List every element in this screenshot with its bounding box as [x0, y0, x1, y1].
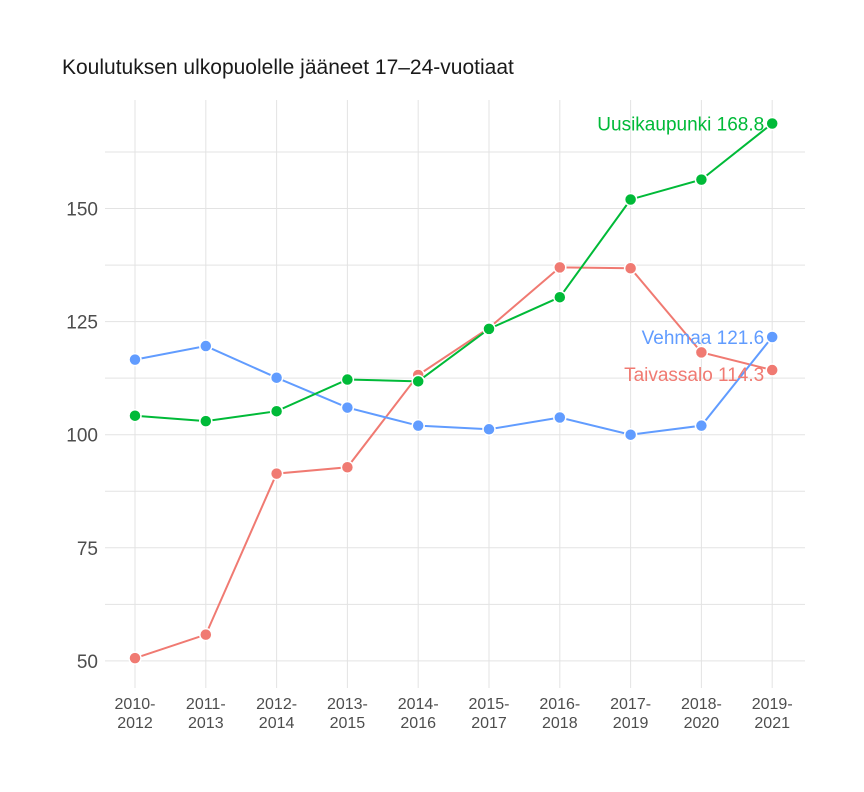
series-layer	[128, 116, 779, 665]
x-tick-label: 2012-2014	[256, 696, 297, 732]
end-labels: Taivassalo 114.3 Vehmaa 121.6 Uusikaupunki…	[597, 115, 764, 387]
point-taivassalo	[694, 345, 709, 360]
point-taivassalo	[765, 363, 779, 377]
chart-title: Koulutuksen ulkopuolelle jääneet 17–24-v…	[62, 56, 514, 79]
point-vehmaa	[482, 422, 496, 437]
series-line-vehmaa	[134, 336, 773, 436]
series-line-uusikaupunki	[134, 122, 773, 423]
point-taivassalo	[623, 261, 638, 276]
end-label-uusikaupunki: Uusikaupunki 168.8	[597, 115, 764, 136]
y-axis-ticks: 50 75 100 125 150	[66, 200, 98, 673]
x-tick-label: 2011-2013	[186, 696, 226, 732]
y-tick-label: 100	[66, 426, 98, 447]
point-vehmaa	[340, 400, 355, 415]
series-line-taivassalo	[134, 266, 773, 660]
x-axis-ticks: 2010-2012 2011-2013 2012-2014 2013-2015 2014…	[115, 696, 793, 732]
y-tick-label: 50	[77, 652, 98, 673]
x-tick-label: 2013-2015	[327, 696, 368, 732]
point-vehmaa	[553, 410, 567, 425]
x-tick-label: 2015-2017	[469, 696, 510, 732]
point-vehmaa	[694, 418, 709, 433]
y-tick-label: 75	[77, 539, 98, 560]
point-uusikaupunki	[340, 372, 355, 387]
point-uusikaupunki	[199, 414, 213, 428]
point-uusikaupunki	[128, 408, 142, 423]
y-tick-label: 125	[66, 313, 98, 334]
point-vehmaa	[269, 370, 284, 385]
x-tick-label: 2014-2016	[398, 696, 439, 732]
point-taivassalo	[269, 466, 284, 481]
point-uusikaupunki	[765, 116, 779, 131]
point-vehmaa	[128, 352, 142, 367]
end-label-vehmaa: Vehmaa 121.6	[642, 328, 765, 349]
point-vehmaa	[765, 330, 779, 344]
y-tick-label: 150	[66, 200, 98, 221]
x-tick-label: 2010-2012	[115, 696, 156, 732]
point-uusikaupunki	[411, 374, 425, 389]
point-uusikaupunki	[623, 192, 638, 207]
point-taivassalo	[199, 627, 213, 642]
point-uusikaupunki	[269, 404, 284, 418]
end-label-taivassalo: Taivassalo 114.3	[624, 365, 764, 386]
point-uusikaupunki	[482, 322, 496, 336]
point-uusikaupunki	[553, 290, 567, 304]
point-uusikaupunki	[694, 172, 709, 187]
point-taivassalo	[128, 651, 142, 665]
point-vehmaa	[199, 339, 213, 353]
grid	[105, 100, 805, 688]
point-vehmaa	[623, 427, 638, 442]
point-taivassalo	[340, 460, 355, 475]
x-tick-label: 2019-2021	[752, 696, 793, 732]
x-tick-label: 2018-2020	[681, 696, 722, 732]
x-tick-label: 2017-2019	[610, 696, 651, 732]
point-vehmaa	[411, 418, 425, 433]
x-tick-label: 2016-2018	[539, 696, 580, 732]
point-taivassalo	[553, 260, 567, 275]
